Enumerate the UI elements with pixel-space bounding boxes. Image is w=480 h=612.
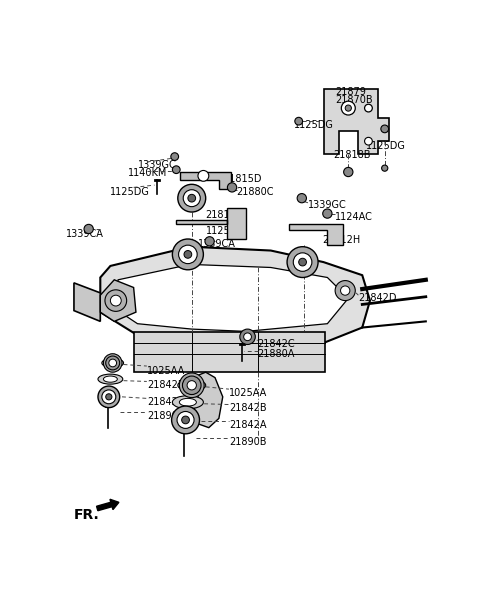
- Text: 21842C: 21842C: [258, 339, 295, 349]
- Circle shape: [188, 195, 196, 202]
- Circle shape: [287, 247, 318, 277]
- Circle shape: [205, 237, 214, 246]
- Circle shape: [340, 286, 350, 295]
- Circle shape: [106, 356, 120, 370]
- Ellipse shape: [102, 359, 123, 368]
- Text: 1140KM: 1140KM: [128, 168, 168, 178]
- Ellipse shape: [180, 398, 196, 406]
- Ellipse shape: [103, 376, 117, 382]
- Text: 1125DG: 1125DG: [110, 187, 150, 198]
- Circle shape: [177, 411, 194, 428]
- Circle shape: [187, 381, 196, 390]
- Circle shape: [171, 153, 179, 160]
- Text: 1025AA: 1025AA: [147, 366, 185, 376]
- Ellipse shape: [172, 396, 204, 409]
- Circle shape: [172, 406, 200, 434]
- Circle shape: [345, 105, 351, 111]
- Circle shape: [186, 379, 198, 392]
- Circle shape: [105, 290, 127, 312]
- Circle shape: [110, 295, 121, 306]
- Circle shape: [297, 193, 306, 203]
- Circle shape: [244, 333, 252, 341]
- Text: 1339CA: 1339CA: [198, 239, 236, 249]
- Circle shape: [228, 183, 237, 192]
- Text: FR.: FR.: [74, 509, 100, 523]
- Polygon shape: [288, 223, 343, 245]
- Circle shape: [179, 245, 197, 264]
- Circle shape: [108, 359, 117, 368]
- Text: 21842A: 21842A: [229, 420, 266, 430]
- Text: 1025AA: 1025AA: [229, 387, 267, 398]
- Circle shape: [109, 359, 117, 367]
- Text: 21890B: 21890B: [147, 411, 184, 420]
- Circle shape: [102, 390, 116, 404]
- Text: 21815D: 21815D: [223, 174, 261, 184]
- Text: 1339GC: 1339GC: [137, 160, 176, 170]
- Text: 21818B: 21818B: [333, 151, 370, 160]
- Circle shape: [382, 165, 388, 171]
- Text: 1125DG: 1125DG: [366, 141, 406, 151]
- Circle shape: [103, 354, 122, 372]
- Circle shape: [365, 104, 372, 112]
- Polygon shape: [180, 172, 230, 189]
- Text: 21870B: 21870B: [335, 95, 373, 105]
- Circle shape: [341, 101, 355, 115]
- Text: 1339GC: 1339GC: [308, 201, 347, 211]
- Polygon shape: [133, 332, 325, 372]
- Polygon shape: [176, 208, 246, 239]
- Circle shape: [172, 166, 180, 174]
- Circle shape: [295, 118, 302, 125]
- Circle shape: [365, 137, 372, 145]
- Polygon shape: [74, 283, 100, 321]
- Circle shape: [183, 190, 200, 207]
- Text: 21880C: 21880C: [237, 187, 274, 198]
- Circle shape: [180, 373, 204, 398]
- Circle shape: [178, 184, 206, 212]
- Polygon shape: [193, 372, 223, 428]
- Circle shape: [84, 225, 93, 234]
- Circle shape: [240, 329, 255, 345]
- Text: 21812H: 21812H: [206, 210, 244, 220]
- Circle shape: [184, 250, 192, 258]
- Circle shape: [299, 258, 306, 266]
- Circle shape: [335, 280, 355, 300]
- Text: 1125DG: 1125DG: [206, 226, 246, 236]
- Circle shape: [323, 209, 332, 218]
- Circle shape: [172, 239, 204, 270]
- Text: 21842B: 21842B: [229, 403, 266, 413]
- Text: 21880A: 21880A: [258, 349, 295, 359]
- Text: 21812H: 21812H: [322, 235, 360, 245]
- Text: 1124AC: 1124AC: [335, 212, 373, 222]
- Circle shape: [344, 167, 353, 177]
- Circle shape: [106, 394, 112, 400]
- FancyArrow shape: [96, 499, 119, 510]
- Text: 1339CA: 1339CA: [66, 229, 104, 239]
- Polygon shape: [100, 247, 370, 347]
- Circle shape: [198, 171, 209, 181]
- Ellipse shape: [178, 379, 206, 391]
- Polygon shape: [114, 264, 348, 331]
- Circle shape: [181, 416, 190, 424]
- Circle shape: [293, 253, 312, 271]
- Circle shape: [381, 125, 389, 133]
- Circle shape: [182, 376, 201, 395]
- Polygon shape: [324, 89, 389, 154]
- Text: 21842D: 21842D: [359, 293, 397, 303]
- Ellipse shape: [98, 374, 123, 384]
- Text: 1125DG: 1125DG: [294, 119, 334, 130]
- Polygon shape: [100, 280, 136, 321]
- Text: 21890B: 21890B: [229, 437, 266, 447]
- Text: 21842B: 21842B: [147, 380, 184, 390]
- Text: 21842A: 21842A: [147, 397, 184, 407]
- Text: 21879: 21879: [335, 88, 366, 97]
- Circle shape: [98, 386, 120, 408]
